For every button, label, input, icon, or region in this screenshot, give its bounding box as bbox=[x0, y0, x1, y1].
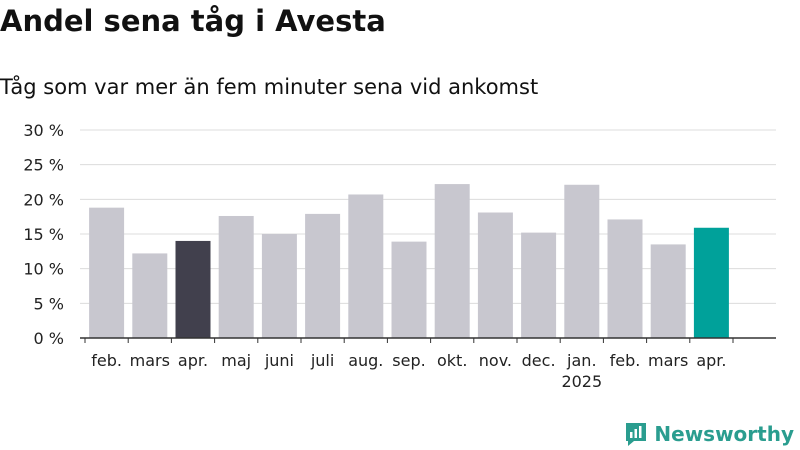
bar bbox=[693, 227, 729, 338]
x-axis bbox=[80, 337, 776, 343]
chart-title: Andel sena tåg i Avesta bbox=[0, 4, 386, 38]
x-tick-label: juni bbox=[264, 351, 294, 370]
bar bbox=[391, 241, 427, 338]
bars bbox=[89, 184, 729, 338]
bar bbox=[175, 240, 211, 338]
bar bbox=[261, 234, 297, 338]
x-tick-label: aug. bbox=[348, 351, 383, 370]
bar bbox=[650, 244, 686, 338]
x-tick-label: sep. bbox=[392, 351, 425, 370]
bar bbox=[564, 184, 600, 338]
x-axis-tick-labels: feb. mars apr. maj juni juli aug. sep. okt. nov. d… bbox=[91, 351, 726, 391]
newsworthy-logo-icon bbox=[626, 423, 647, 446]
x-tick-label: dec. bbox=[522, 351, 556, 370]
bar bbox=[521, 232, 557, 338]
x-tick-label: juli bbox=[310, 351, 334, 370]
y-tick-label: 25 % bbox=[23, 156, 64, 175]
y-tick-label: 10 % bbox=[23, 260, 64, 279]
bar bbox=[477, 212, 513, 338]
x-tick-label: mars bbox=[130, 351, 170, 370]
x-tick-label: jan. bbox=[566, 351, 596, 370]
newsworthy-logo: Newsworthy bbox=[624, 420, 794, 448]
chart-subtitle: Tåg som var mer än fem minuter sena vid … bbox=[0, 75, 539, 99]
bar bbox=[305, 213, 341, 338]
brand-name: Newsworthy bbox=[654, 422, 794, 446]
x-tick-label: apr. bbox=[696, 351, 726, 370]
y-tick-label: 0 % bbox=[34, 329, 64, 348]
x-tick-label: okt. bbox=[437, 351, 467, 370]
y-tick-label: 5 % bbox=[34, 294, 64, 313]
x-tick-label: nov. bbox=[479, 351, 512, 370]
x-year-label: 2025 bbox=[561, 372, 602, 391]
bar bbox=[132, 253, 168, 338]
x-tick-label: feb. bbox=[91, 351, 122, 370]
bar bbox=[218, 215, 254, 338]
bar bbox=[434, 184, 470, 338]
y-tick-label: 15 % bbox=[23, 225, 64, 244]
y-axis-tick-labels: 0 % 5 % 10 % 15 % 20 % 25 % 30 % bbox=[23, 121, 64, 348]
x-tick-label: apr. bbox=[178, 351, 208, 370]
y-tick-label: 20 % bbox=[23, 190, 64, 209]
x-tick-label: feb. bbox=[610, 351, 641, 370]
bar bbox=[607, 219, 643, 338]
x-tick-label: mars bbox=[648, 351, 688, 370]
y-tick-label: 30 % bbox=[23, 121, 64, 140]
x-tick-label: maj bbox=[221, 351, 251, 370]
bar bbox=[89, 207, 125, 338]
bar bbox=[348, 194, 384, 338]
